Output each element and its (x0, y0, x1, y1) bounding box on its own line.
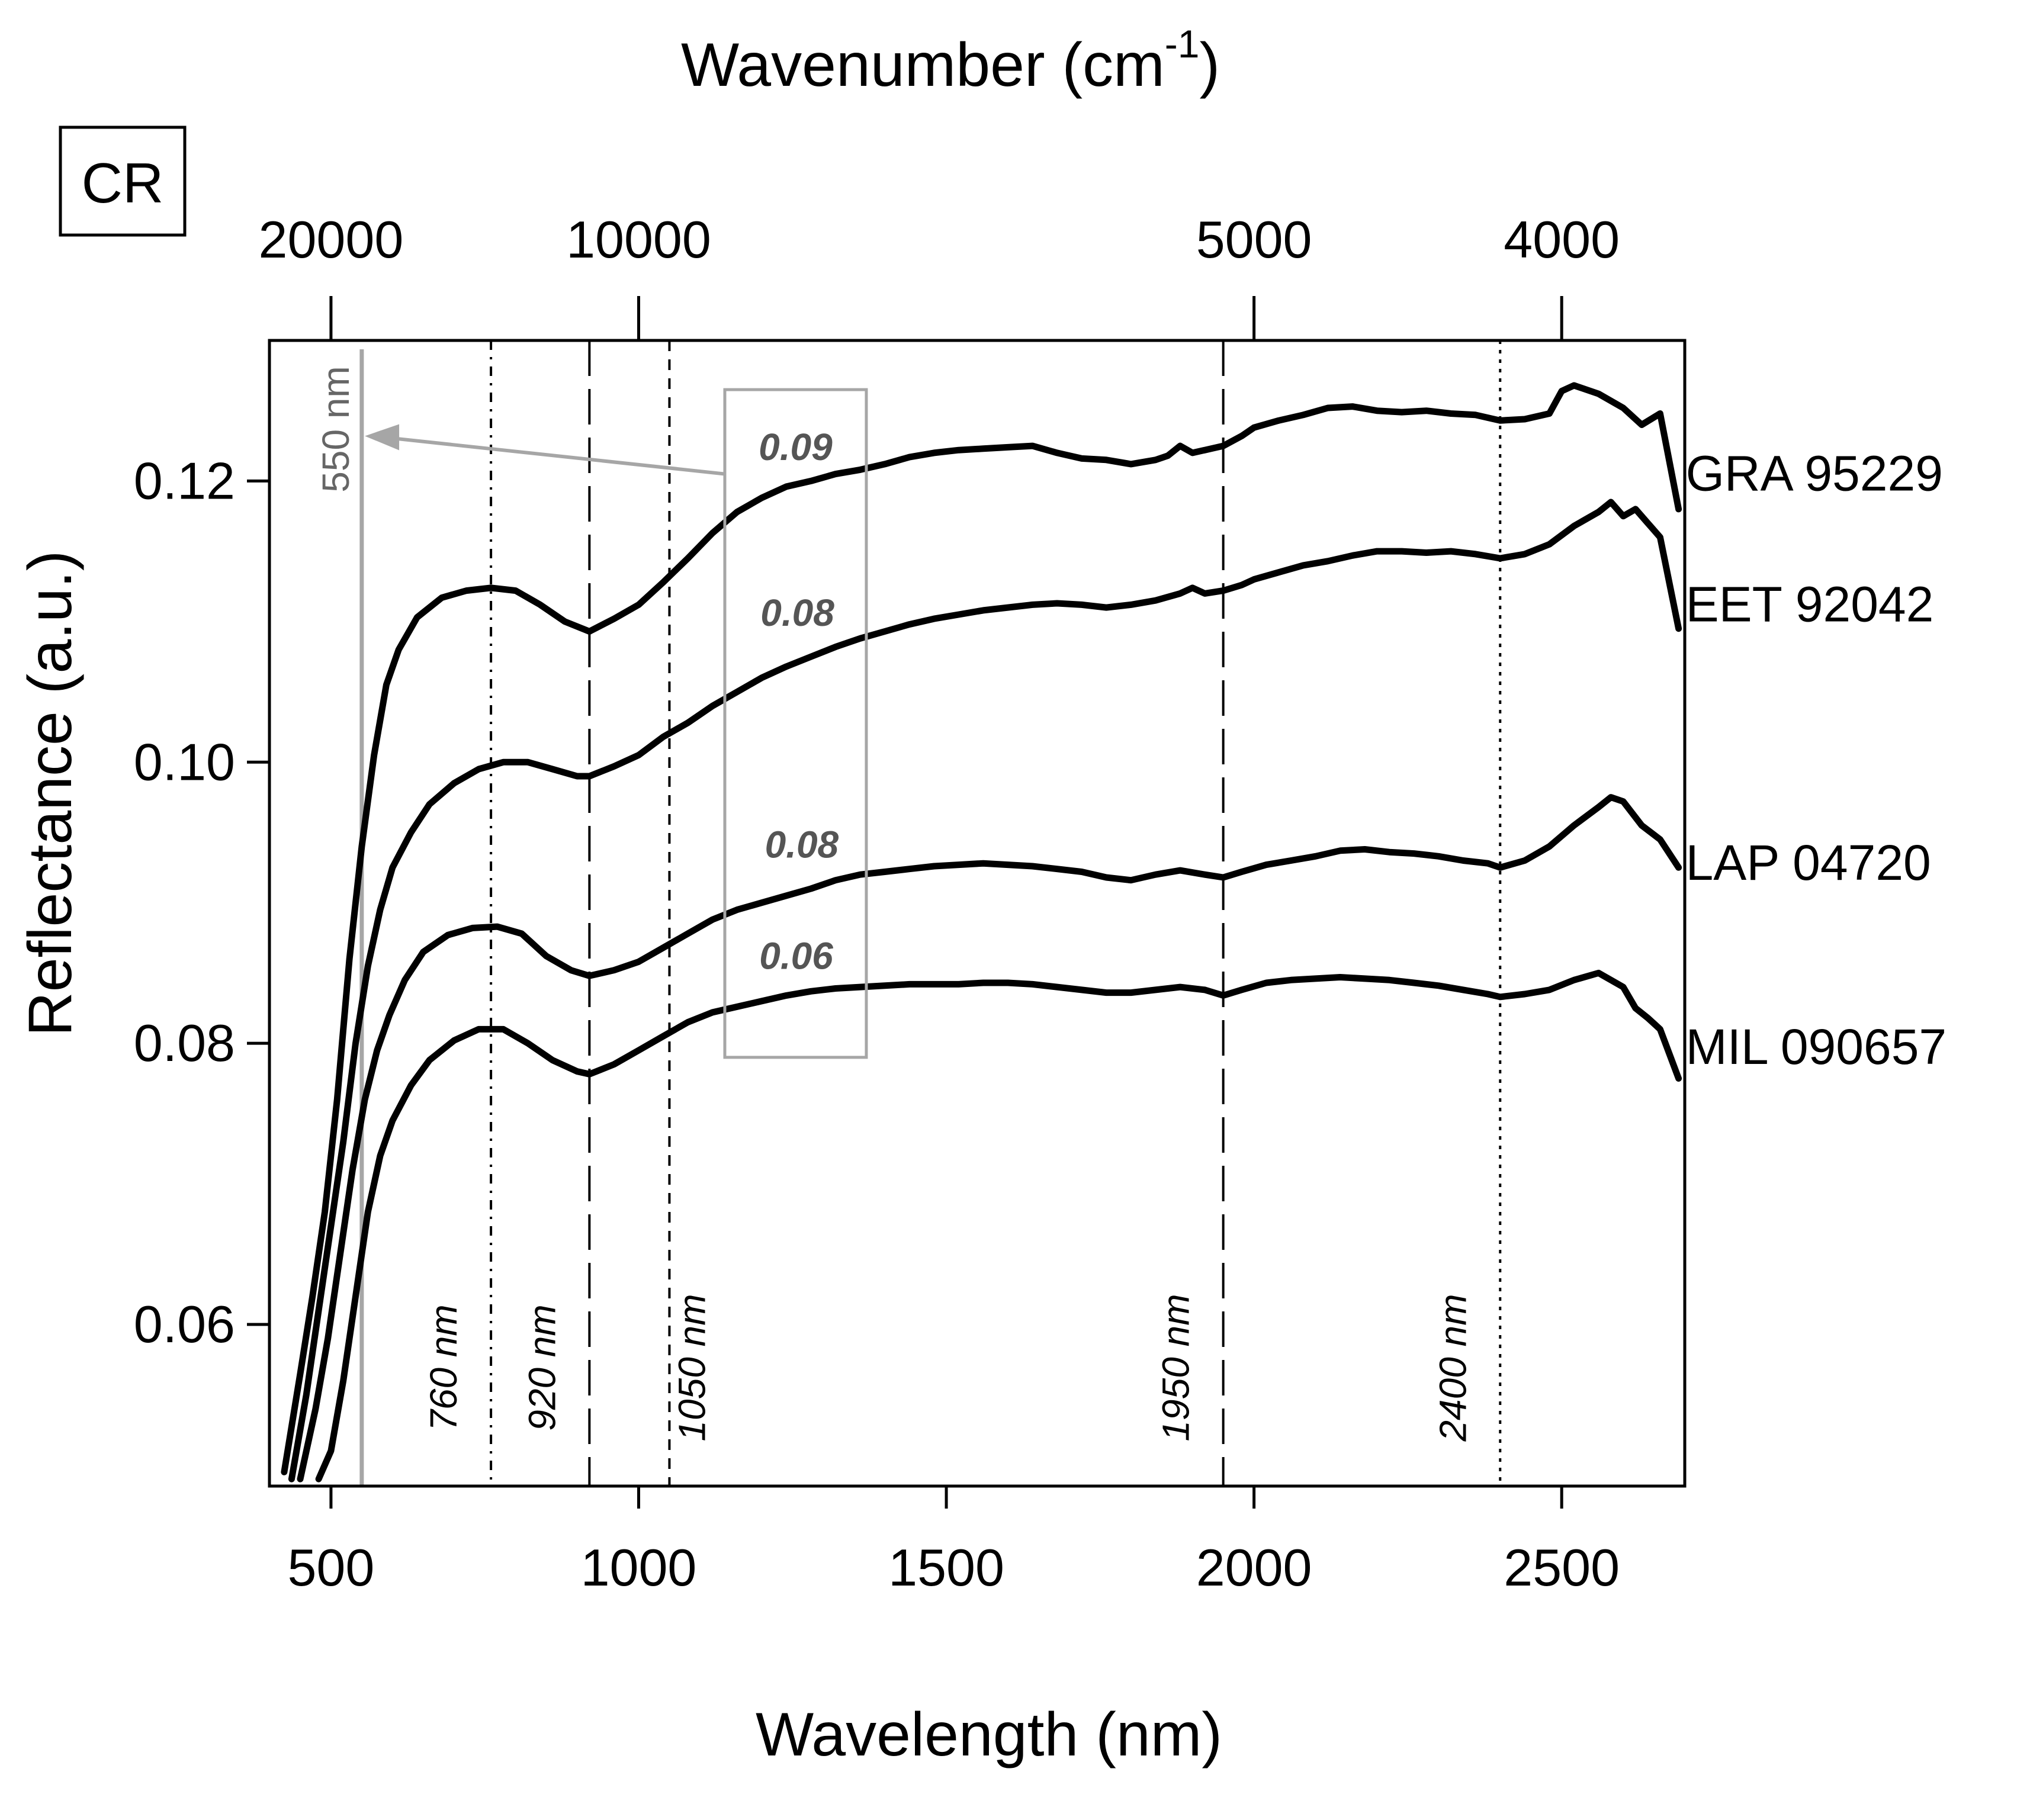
y-tick-label: 0.08 (134, 1014, 235, 1072)
series-label: MIL 090657 (1686, 1019, 1947, 1075)
vline-label: 1050 nm (670, 1294, 713, 1441)
absorption-band-lines (359, 340, 1502, 1486)
y-tick-label: 0.12 (134, 451, 235, 510)
series-label: LAP 04720 (1686, 835, 1931, 890)
top-axis-title-close: ) (1199, 31, 1220, 99)
x-tick-label: 500 (287, 1538, 374, 1597)
vline-label: 1950 nm (1155, 1294, 1197, 1441)
y-tick-label: 0.06 (134, 1295, 235, 1353)
vline-label: 2400 nm (1431, 1294, 1474, 1442)
x-tick-label: 2000 (1196, 1538, 1312, 1597)
depth-label: 0.09 (759, 426, 833, 468)
series-line (315, 969, 1682, 1483)
highlight-box (723, 388, 868, 1059)
x-tick-label: 1000 (581, 1538, 697, 1597)
top-tick-label: 20000 (259, 210, 404, 269)
panel-label-box: CR (59, 126, 187, 237)
plot-frame (268, 339, 1687, 1488)
series-label: GRA 95229 (1686, 446, 1943, 501)
top-axis-title-base: Wavenumber (cm (681, 31, 1165, 99)
series-line (297, 794, 1682, 1483)
top-tick-label: 4000 (1504, 210, 1620, 269)
y-axis-title: Reflectance (a.u.) (16, 551, 85, 1037)
top-axis-title: Wavenumber (cm-1) (681, 22, 1220, 99)
series-line (281, 382, 1682, 1475)
x-axis-title: Wavelength (nm) (756, 1700, 1222, 1769)
annotations (365, 388, 868, 1059)
x-tick-label: 2500 (1504, 1538, 1620, 1597)
marker-line-label: 550 nm (314, 366, 357, 492)
text-labels: 500 1000 1500 2000 2500 0.06 0.08 0.10 0.12 20000… (134, 210, 1947, 1597)
series-line (288, 499, 1682, 1483)
vline-label: 920 nm (521, 1304, 563, 1430)
y-tick-label: 0.10 (134, 732, 235, 791)
x-tick-label: 1500 (888, 1538, 1004, 1597)
top-tick-label: 5000 (1196, 210, 1312, 269)
top-axis-title-superscript: -1 (1165, 22, 1200, 66)
series-label: EET 92042 (1686, 576, 1934, 632)
arrow-head (365, 424, 400, 451)
arrow-shaft (388, 436, 725, 476)
depth-label: 0.08 (760, 591, 834, 634)
panel-label: CR (82, 152, 164, 215)
spectra-series (281, 382, 1682, 1483)
depth-label: 0.06 (759, 934, 833, 977)
axes (247, 296, 1563, 1509)
depth-label: 0.08 (765, 824, 839, 866)
vline-label: 760 nm (422, 1304, 465, 1430)
top-tick-label: 10000 (566, 210, 711, 269)
